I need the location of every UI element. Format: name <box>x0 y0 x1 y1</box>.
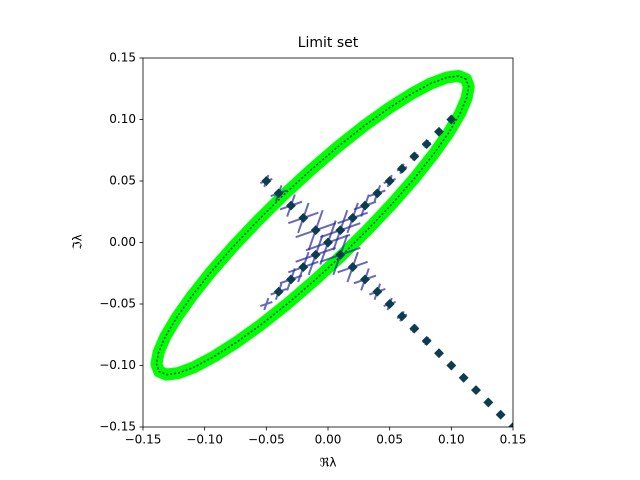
y-tick-label: 0.05 <box>109 174 136 188</box>
y-tick-label: 0.00 <box>109 235 136 249</box>
x-tick-label: 0.00 <box>315 433 342 447</box>
point-marker <box>360 274 370 285</box>
x-tick-label: −0.15 <box>125 433 162 447</box>
point-marker <box>261 176 272 186</box>
point-marker <box>434 348 444 359</box>
point-marker <box>409 151 420 162</box>
x-tick-label: −0.05 <box>248 433 285 447</box>
point-marker <box>495 409 506 420</box>
point-marker <box>323 237 333 248</box>
point-marker <box>384 299 395 309</box>
point-marker <box>360 200 370 211</box>
x-tick-label: 0.10 <box>438 433 465 447</box>
point-marker <box>483 397 494 408</box>
point-marker <box>471 385 481 396</box>
chart-title: Limit set <box>298 35 359 51</box>
point-marker <box>347 262 358 273</box>
point-marker <box>273 286 284 297</box>
point-marker <box>421 139 432 150</box>
point-marker <box>298 212 309 223</box>
point-marker <box>434 126 444 137</box>
point-marker <box>372 286 383 297</box>
point-marker <box>446 360 457 371</box>
point-marker <box>335 225 346 236</box>
x-axis-label: ℜλ <box>320 456 337 470</box>
point-marker <box>347 212 358 223</box>
y-axis-label: ℑλ <box>71 234 85 249</box>
plot-area <box>150 69 513 427</box>
point-marker <box>421 335 432 346</box>
point-marker <box>397 311 407 322</box>
y-tick-label: −0.05 <box>99 297 136 311</box>
y-tick-label: 0.10 <box>109 112 136 126</box>
y-tick-label: 0.15 <box>109 51 136 65</box>
point-marker <box>286 274 296 285</box>
point-marker <box>458 372 469 383</box>
point-marker <box>508 422 513 427</box>
point-marker <box>260 297 273 311</box>
point-marker <box>298 262 309 273</box>
point-marker <box>273 188 284 199</box>
point-marker <box>310 225 321 236</box>
x-tick-label: −0.10 <box>186 433 223 447</box>
limit-curve-core <box>155 75 470 376</box>
point-marker <box>409 323 420 334</box>
point-marker <box>286 200 296 211</box>
point-marker <box>372 188 383 199</box>
y-tick-label: −0.15 <box>99 420 136 434</box>
point-marker <box>397 163 407 174</box>
y-tick-label: −0.10 <box>99 358 136 372</box>
x-tick-label: 0.15 <box>500 433 527 447</box>
x-tick-label: 0.05 <box>376 433 403 447</box>
point-marker <box>384 176 395 186</box>
